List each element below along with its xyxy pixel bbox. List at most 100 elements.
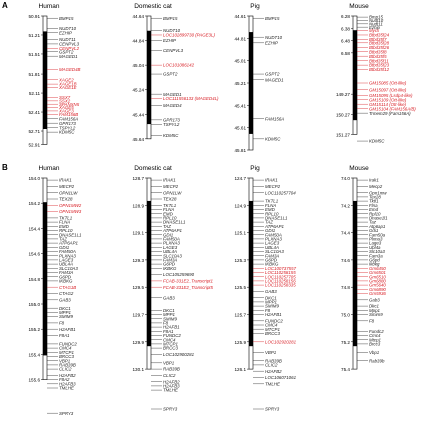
- gene-label-p1c0-22: CTAG1B: [59, 285, 76, 290]
- gene-label-p1c3-24: Gm5640: [369, 283, 386, 288]
- gene-label-p0c2-2: EZHIP: [265, 40, 278, 45]
- gene-label-p1c1-35: VBP1: [163, 360, 175, 365]
- gene-label-p1c0-23: CTAG2: [59, 291, 74, 296]
- gene-label-p1c0-1: MECP2: [59, 184, 75, 189]
- gene-label-p0c1-1: NUDT10: [163, 28, 181, 33]
- gene-label-p1c0-7: FLNA: [59, 220, 70, 225]
- gene-label-p0c3-8: Btbd35f26: [369, 45, 390, 50]
- gene-label-p1c0-40: H2AFB3: [59, 381, 76, 386]
- gene-label-p1c0-38: H2AFB2: [59, 373, 76, 378]
- gene-label-p1c3-3: Tex28: [369, 195, 381, 200]
- gene-label-p1c2-11: FAM50A: [265, 232, 282, 237]
- chromosome-block-p0c2: [249, 32, 253, 134]
- gene-label-p0c3-1: Nudt10: [369, 18, 384, 23]
- gene-label-p0c1-4: CENPVL3: [163, 48, 184, 53]
- gene-label-p1c1-29: F8A1: [163, 329, 174, 334]
- gene-label-p1c3-29: Mpp1: [369, 308, 381, 313]
- gene-label-p1c1-7: RPL10: [163, 216, 177, 221]
- gene-label-p1c2-34: LOC102920281: [265, 339, 297, 344]
- gene-label-p1c1-32: MTCP1: [163, 342, 178, 347]
- gene-label-p1c0-0: IRAK1: [59, 178, 72, 183]
- gene-label-p1c0-41: TMLHE: [59, 386, 74, 391]
- gene-label-p1c2-30: FUNDC2: [265, 318, 283, 323]
- scale-label-p0c2-6: 45.81: [235, 148, 247, 153]
- gene-label-p0c1-7: MAGED1: [163, 92, 182, 97]
- gene-label-p1c1-17: FAM3A: [163, 258, 177, 263]
- gene-label-p0c1-10: GPR173: [163, 117, 180, 122]
- gene-label-p1c2-26: MPP1: [265, 300, 278, 305]
- gene-label-p1c0-3: TEX28: [59, 197, 73, 202]
- gene-label-p1c2-32: MTCP1: [265, 327, 280, 332]
- gene-label-p0c0-2: EZHIP: [59, 30, 72, 35]
- scale-label-p1c2-7: 126.1: [235, 367, 247, 372]
- scale-label-p0c0-6: 52.71: [29, 129, 41, 134]
- gene-label-p0c1-6: GSPT2: [163, 72, 178, 77]
- gene-label-p1c0-30: F8A1: [59, 333, 70, 338]
- scale-label-p0c0-0: 50.91: [29, 14, 41, 19]
- gene-label-p1c2-12: PLXNA3: [265, 237, 282, 242]
- gene-label-p1c2-41: SPRY3: [265, 407, 280, 412]
- gene-label-p1c3-32: Fundc2: [369, 329, 384, 334]
- gene-label-p1c2-18: IKBKG: [265, 262, 279, 267]
- gene-label-p0c2-4: MAGED1: [265, 77, 284, 82]
- gene-label-p1c2-9: ATP6AP1: [264, 224, 285, 229]
- gene-label-p1c2-14: UBL4A: [265, 245, 279, 250]
- gene-label-p1c0-6: TKTL1: [59, 216, 73, 221]
- gene-label-p0c0-17: FAM156B: [59, 112, 78, 117]
- scale-label-p0c3-1: 6.38: [341, 26, 350, 31]
- gene-label-p1c2-36: RAB39B: [265, 358, 282, 363]
- gene-label-p0c1-9: MAGED4: [163, 103, 182, 108]
- gene-label-p1c3-9: Taz: [369, 220, 377, 225]
- gene-label-p1c0-18: SLC10A3: [59, 266, 78, 271]
- gene-label-p1c1-15: UBL4A: [163, 249, 177, 254]
- gene-label-p0c0-20: TSPYL2: [59, 125, 76, 130]
- gene-label-p1c1-31: CMC4: [163, 337, 176, 342]
- scale-label-p1c0-3: 154.6: [29, 252, 41, 257]
- gene-label-p1c2-19: LOC100737557: [265, 266, 297, 271]
- column-title-p1c1: Domestic cat: [134, 165, 172, 172]
- gene-label-p0c0-3: NUDT11: [59, 37, 76, 42]
- scale-label-p0c2-2: 45.01: [235, 59, 247, 64]
- scale-label-p0c3-4: 149.27: [336, 92, 350, 97]
- gene-label-p1c1-30: FUNDC2: [163, 333, 181, 338]
- gene-label-p1c0-13: GDI1: [59, 245, 70, 250]
- gene-label-p1c1-10: ATP6AP1: [162, 228, 183, 233]
- gene-label-p1c0-25: DKC1: [59, 306, 71, 311]
- scale-label-p1c0-0: 154.0: [29, 176, 41, 181]
- gene-label-p1c1-16: SLC10A3: [163, 253, 182, 258]
- gene-label-p1c3-36: Vbp1: [369, 350, 380, 355]
- gene-label-p1c3-0: Irak1: [369, 178, 379, 183]
- gene-label-p0c0-4: CENPVL3: [59, 42, 80, 47]
- gene-label-p0c3-7: Btbd35f28: [369, 40, 390, 45]
- scale-label-p0c0-4: 52.11: [29, 91, 41, 96]
- gene-label-p1c0-11: TAZ: [59, 237, 67, 242]
- gene-label-p1c2-35: VBP1: [265, 350, 277, 355]
- gene-label-p1c3-25: Gm6890: [369, 287, 386, 292]
- gene-label-p1c3-13: Plxna3: [369, 237, 383, 242]
- gene-label-p1c2-21: LOC110257705: [265, 274, 296, 279]
- gene-label-p1c1-14: LAGE3: [163, 245, 178, 250]
- gene-label-p0c0-10: XAGE1B: [58, 82, 77, 87]
- scale-label-p0c3-3: 6.58: [341, 51, 350, 56]
- gene-label-p1c0-4: OPN1MW2: [59, 203, 82, 208]
- gene-label-p1c2-15: SLC10A3: [265, 249, 284, 254]
- gene-label-p0c3-2: Nudt11: [369, 21, 383, 26]
- column-title-p1c2: Pig: [250, 165, 260, 172]
- gene-label-p1c0-31: FUNDC2: [59, 342, 77, 347]
- gene-label-p1c1-36: RAB39B: [163, 367, 180, 372]
- gene-label-p1c1-1: MECP2: [163, 184, 179, 189]
- scale-label-p1c2-4: 125.5: [235, 285, 247, 290]
- gene-label-p1c1-6: EMD: [163, 211, 174, 216]
- gene-label-p1c0-28: F8: [59, 321, 65, 326]
- gene-label-p0c0-0: BMP15: [59, 16, 74, 21]
- gene-label-p1c2-27: SMIM9: [265, 304, 279, 309]
- scale-label-p1c1-7: 130.1: [133, 367, 145, 372]
- scale-label-p0c1-2: 45.04: [133, 63, 145, 68]
- scale-label-p1c0-2: 154.4: [29, 226, 41, 231]
- gene-label-p1c1-8: DNASE1L1: [163, 220, 186, 225]
- gene-label-p0c3-17: GM15109 (Ott-like): [369, 97, 407, 102]
- column-title-p0c2: Pig: [250, 3, 260, 10]
- gene-label-p1c0-9: RPL10: [59, 228, 73, 233]
- gene-label-p0c3-4: Mycs: [369, 28, 380, 33]
- gene-label-p1c1-24: DKC1: [163, 308, 175, 313]
